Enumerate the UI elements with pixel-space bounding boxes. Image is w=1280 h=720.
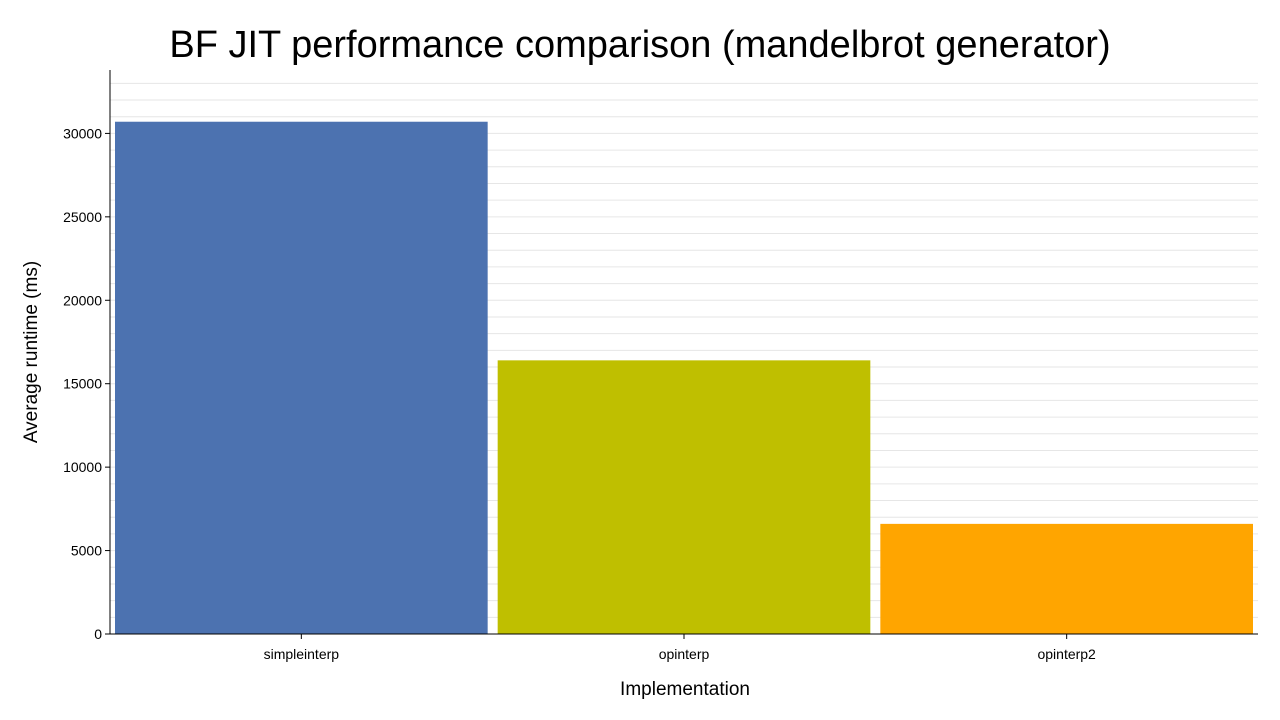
y-tick-label: 5000: [71, 543, 102, 559]
y-axis-label: Average runtime (ms): [21, 261, 42, 443]
y-tick-label: 30000: [63, 125, 102, 141]
y-axis: 0 5000 10000 15000 20000 25000 30000: [63, 70, 111, 642]
y-tick-label: 20000: [63, 292, 102, 308]
y-tick-label: 10000: [63, 459, 102, 475]
y-tick-label: 25000: [63, 209, 102, 225]
x-axis: simpleinterp opinterp opinterp2: [110, 633, 1258, 662]
x-tick-label: opinterp: [659, 646, 710, 662]
chart-title: BF JIT performance comparison (mandelbro…: [169, 24, 1110, 66]
x-axis-label: Implementation: [620, 679, 750, 700]
y-tick-label: 15000: [63, 376, 102, 392]
x-tick-label: simpleinterp: [264, 646, 340, 662]
x-tick-label: opinterp2: [1037, 646, 1096, 662]
bars: [115, 121, 1253, 635]
bar-simpleinterp: [115, 121, 488, 635]
y-tick-label: 0: [94, 626, 102, 642]
bar-opinterp2: [880, 523, 1253, 634]
bar-opinterp: [497, 360, 871, 634]
